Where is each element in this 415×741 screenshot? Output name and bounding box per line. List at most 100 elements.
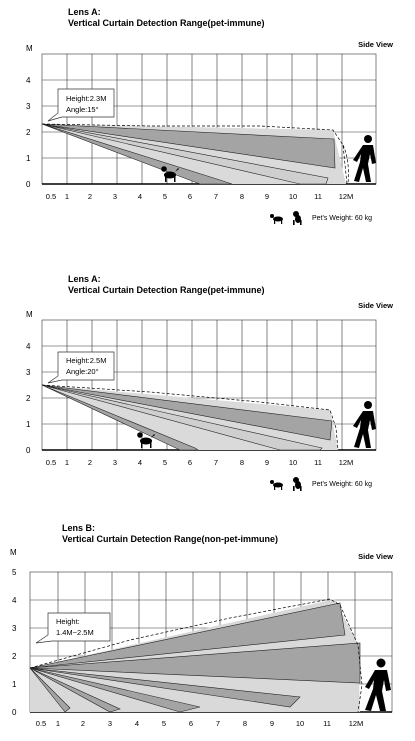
y-tick: 4 (26, 76, 31, 85)
x-tick: 8 (240, 458, 244, 467)
dog-icon (161, 166, 179, 182)
x-tick: 3 (113, 458, 117, 467)
callout-line: Height:2.5M (66, 356, 106, 365)
x-tick: 4 (138, 192, 142, 201)
x-tick: 2 (81, 719, 85, 728)
y-tick: 2 (12, 652, 17, 661)
x-tick: 11 (323, 719, 331, 728)
y-tick: 3 (26, 102, 31, 111)
person-walking-icon (365, 658, 391, 711)
detection-range-diagram: M 0 1 2 3 4 0.5 1 2 3 4 5 6 7 8 9 10 11 … (26, 310, 377, 491)
beam-upper (41, 384, 333, 441)
y-axis-unit: M (26, 44, 33, 53)
x-tick: 5 (162, 719, 166, 728)
title-line-1: Lens A: (68, 7, 101, 17)
diagram-lens-b: Lens B: Vertical Curtain Detection Range… (0, 515, 415, 741)
x-tick: 11 (314, 458, 322, 467)
beam-1 (29, 602, 346, 669)
y-axis-unit: M (10, 548, 17, 557)
y-tick: 3 (26, 368, 31, 377)
range-dashed-boundary (41, 384, 339, 451)
title-line-2: Vertical Curtain Detection Range(pet-imm… (68, 18, 265, 28)
callout-box: Height:2.5M Angle:20° (47, 351, 115, 384)
x-tick: 8 (243, 719, 247, 728)
x-tick: 7 (216, 719, 220, 728)
x-tick: 3 (108, 719, 112, 728)
callout-line: Angle:20° (66, 367, 99, 376)
x-tick: 3 (113, 192, 117, 201)
beam-upper (41, 123, 336, 169)
callout-line: Height:2.3M (66, 94, 106, 103)
diagram-title: Lens A: Vertical Curtain Detection Range… (68, 274, 265, 296)
pet-weight-label: Pet's Weight: 60 kg (312, 215, 372, 222)
pet-weight-label: Pet's Weight: 60 kg (312, 481, 372, 488)
person-walking-icon (353, 401, 376, 448)
x-tick: 1 (56, 719, 60, 728)
x-tick: 6 (189, 719, 193, 728)
y-tick: 0 (26, 180, 31, 189)
beam-4 (29, 667, 201, 713)
x-tick: 2 (88, 458, 92, 467)
y-tick: 5 (12, 568, 17, 577)
x-tick: 0.5 (46, 458, 56, 467)
callout-line: Angle:15° (66, 105, 99, 114)
title-line-2: Vertical Curtain Detection Range(pet-imm… (68, 285, 265, 295)
y-tick: 0 (12, 708, 17, 717)
detection-beams (41, 123, 349, 185)
x-tick: 5 (163, 458, 167, 467)
y-tick: 1 (12, 680, 17, 689)
x-tick: 6 (188, 192, 192, 201)
x-tick: 0.5 (36, 719, 46, 728)
x-tick: 12M (349, 719, 364, 728)
side-view-label: Side View (358, 40, 393, 49)
y-tick: 2 (26, 128, 31, 137)
poodle-icon (293, 477, 302, 491)
x-tick: 0.5 (46, 192, 56, 201)
y-tick: 1 (26, 154, 31, 163)
y-tick: 4 (26, 342, 31, 351)
y-tick: 3 (12, 624, 17, 633)
diagram-lens-a-2-3m: Lens A: Vertical Curtain Detection Range… (0, 0, 415, 240)
poodle-icon (293, 211, 302, 225)
detection-range-diagram: M 0 1 2 3 4 5 0.5 1 2 3 4 5 6 7 8 9 10 1… (10, 548, 393, 728)
range-dashed-boundary (29, 598, 363, 713)
side-view-label: Side View (358, 552, 393, 561)
x-tick: 4 (138, 458, 142, 467)
title-line-1: Lens B: (62, 523, 96, 533)
x-tick: 12M (339, 192, 354, 201)
x-tick: 10 (289, 458, 297, 467)
x-tick: 1 (65, 192, 69, 201)
detection-beams (41, 384, 339, 451)
x-tick: 7 (214, 458, 218, 467)
x-tick: 12M (339, 458, 354, 467)
small-dog-icon (270, 214, 283, 224)
x-tick: 7 (214, 192, 218, 201)
x-tick: 2 (88, 192, 92, 201)
title-line-1: Lens A: (68, 274, 101, 284)
beam-floor (41, 123, 329, 185)
beam-5 (29, 667, 121, 713)
person-walking-icon (353, 135, 376, 182)
dog-icon (137, 432, 155, 448)
callout-box: Height: 1.4M~2.5M (35, 612, 111, 644)
beam-lower (41, 123, 233, 185)
diagram-title: Lens B: Vertical Curtain Detection Range… (62, 523, 278, 545)
x-tick: 10 (296, 719, 304, 728)
x-tick: 6 (188, 458, 192, 467)
diagram-lens-a-2-5m: Lens A: Vertical Curtain Detection Range… (0, 270, 415, 510)
y-tick: 1 (26, 420, 31, 429)
small-dog-icon (270, 480, 283, 490)
x-tick: 5 (163, 192, 167, 201)
x-tick: 11 (314, 192, 322, 201)
y-tick: 4 (12, 596, 17, 605)
detection-beams (29, 598, 363, 713)
y-tick: 0 (26, 446, 31, 455)
beam-envelope (42, 385, 338, 450)
y-axis-unit: M (26, 310, 33, 319)
beam-floor (41, 384, 323, 451)
range-dashed-boundary (41, 123, 348, 185)
x-tick: 1 (65, 458, 69, 467)
x-tick: 9 (265, 192, 269, 201)
detection-range-diagram: M 0 1 2 3 4 0.5 1 2 3 4 5 6 7 8 9 10 11 … (26, 44, 377, 225)
x-tick: 4 (135, 719, 139, 728)
